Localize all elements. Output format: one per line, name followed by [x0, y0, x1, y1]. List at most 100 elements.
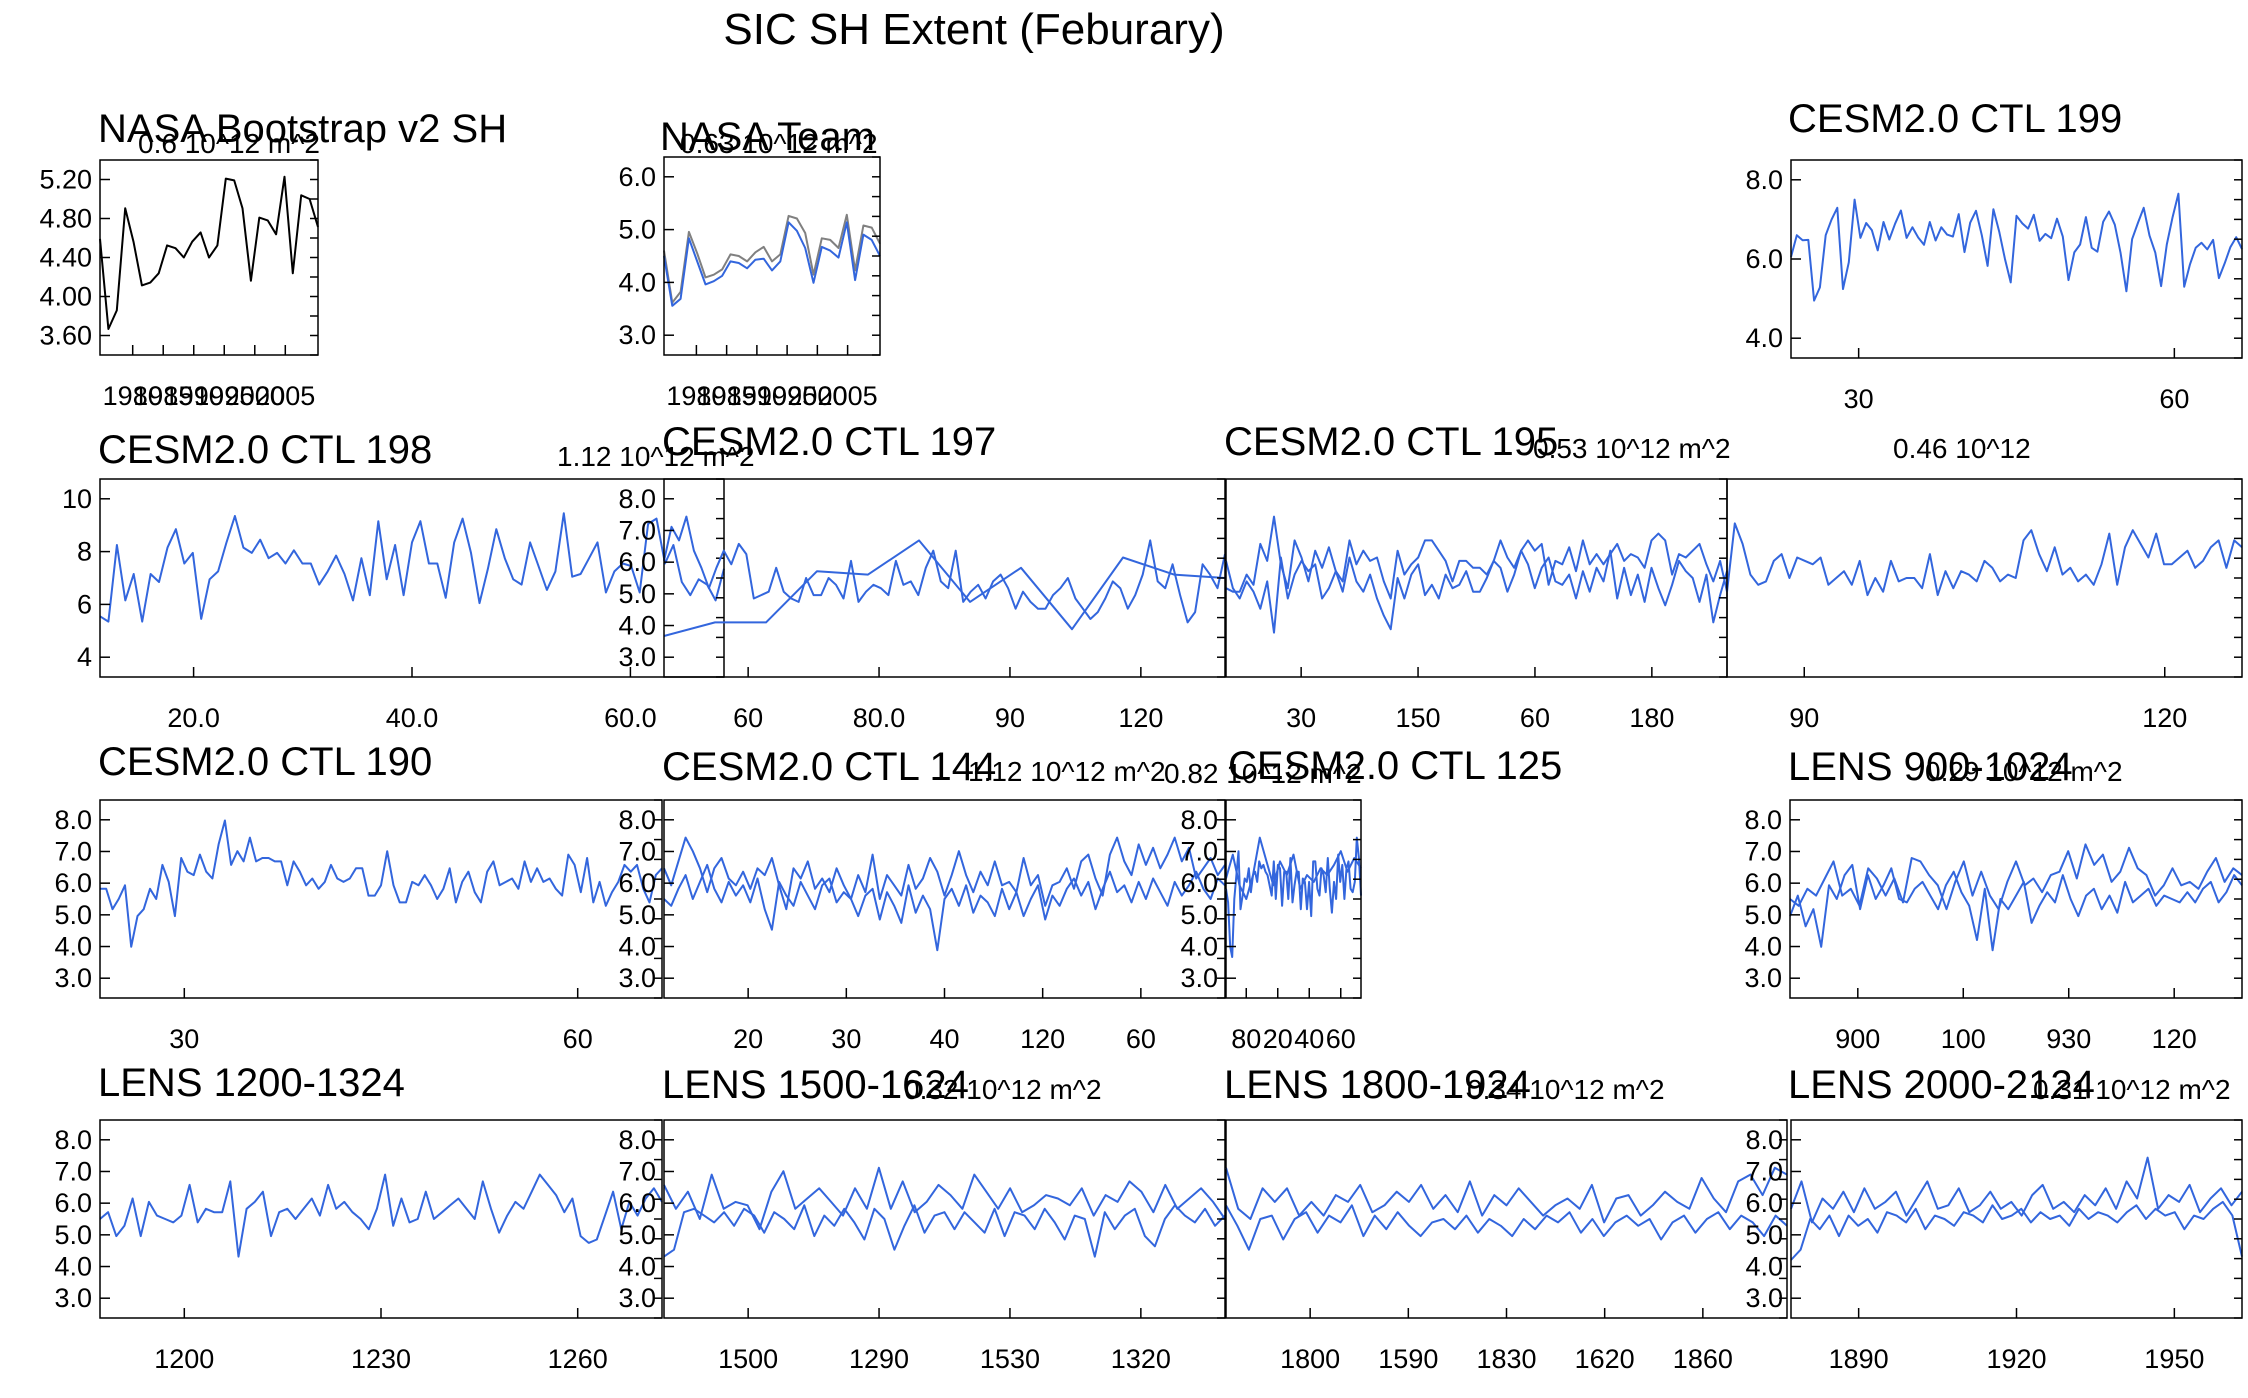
panel-10-units: 0.82 10^12 m^2 [1164, 758, 1362, 789]
panel-14-series-2 [1225, 1204, 1788, 1251]
panel-12-xtick-label: 1260 [548, 1344, 608, 1374]
panel-15-ytick-label: 6.0 [1745, 1188, 1783, 1218]
panel-4-units: 1.12 10^12 m^2 [557, 441, 755, 472]
panel-15-ytick-label: 8.0 [1745, 1125, 1783, 1155]
panel-15-xtick-label: 1920 [1986, 1344, 2046, 1374]
panel-11-ytick-label: 4.0 [1744, 932, 1782, 962]
panel-9-title: CESM2.0 CTL 144 [662, 745, 996, 789]
panel-9-ytick-label: 5.0 [618, 900, 656, 930]
panel-4-ytick-label: 10 [62, 484, 92, 514]
panel-1: 3.60 4.00 4.40 4.80 5.20 19801985199019952000… [39, 107, 507, 411]
panel-5-ytick-label: 4.0 [618, 611, 656, 641]
panel-1-ytick-label: 4.00 [39, 282, 92, 312]
panel-15-xtick-label: 1950 [2144, 1344, 2204, 1374]
panel-9-ytick-label: 4.0 [618, 932, 656, 962]
panel-13-xtick-label: 1320 [1111, 1344, 1171, 1374]
panel-9-ytick-label: 3.0 [618, 963, 656, 993]
panel-7-series-1 [1726, 522, 2243, 597]
panel-14-title: LENS 1800-1924 [1224, 1063, 1531, 1107]
panel-15-ytick-label: 5.0 [1745, 1220, 1783, 1250]
panel-11-xtick-label: 900 [1835, 1024, 1880, 1054]
panel-13-xtick-label: 1500 [718, 1344, 778, 1374]
panel-7-frame [1726, 478, 2243, 678]
panel-10-xtick-label: 40 [1294, 1024, 1324, 1054]
panel-15-series-1 [1790, 1156, 2243, 1224]
panel-15-ytick-label: 3.0 [1745, 1283, 1783, 1313]
panel-12-xtick-label: 1200 [154, 1344, 214, 1374]
panel-12-title: LENS 1200-1324 [98, 1061, 405, 1105]
panel-8-xtick-label: 30 [169, 1024, 199, 1054]
panel-1-ytick-label: 5.20 [39, 165, 92, 195]
panel-4-xtick-label: 20.0 [167, 703, 220, 733]
panel-5-ytick-label: 7.0 [618, 515, 656, 545]
panel-8-frame [99, 799, 663, 999]
panel-2-series-2 [663, 221, 881, 307]
panel-13-ytick-label: 8.0 [618, 1125, 656, 1155]
panel-15-title: LENS 2000-2124 [1788, 1063, 2095, 1107]
panel-8-ytick-label: 8.0 [54, 805, 92, 835]
panel-5-series-1 [663, 539, 1226, 637]
panel-14-xtick-label: 1830 [1476, 1344, 1536, 1374]
panel-6-series-1 [1225, 515, 1728, 600]
panel-11-xtick-label: 120 [2152, 1024, 2197, 1054]
panel-11-xtick-label: 930 [2046, 1024, 2091, 1054]
panel-13-units: 0.32 10^12 m^2 [904, 1074, 1102, 1105]
panel-4-xtick-label: 40.0 [386, 703, 439, 733]
panel-9-xtick-label: 30 [831, 1024, 861, 1054]
panel-11-ytick-label: 5.0 [1744, 900, 1782, 930]
panel-12-series-1 [99, 1173, 663, 1258]
panel-7-xtick-label: 90 [1789, 703, 1819, 733]
panel-2-frame [663, 156, 881, 356]
panel-13-series-2 [663, 1204, 1226, 1258]
panel-9-units: 1.12 10^12 m^2 [968, 756, 1166, 787]
panel-4-series-1 [99, 512, 725, 623]
panel-13-xtick-label: 1530 [980, 1344, 1040, 1374]
panel-12-ytick-label: 8.0 [54, 1125, 92, 1155]
panel-2-title: NASA Team [660, 115, 875, 159]
panel-5-xtick-label: 60 [733, 703, 763, 733]
panel-2-xtick-label: 1980 [666, 381, 726, 411]
panel-8-ytick-label: 6.0 [54, 868, 92, 898]
panel-1-series-1 [99, 175, 319, 330]
panel-10-ytick-label: 3.0 [1180, 963, 1218, 993]
panel-2-xtick-label: 2005 [818, 381, 878, 411]
panel-2-xtick-label: 1985 [697, 381, 757, 411]
panel-8-ytick-label: 3.0 [54, 963, 92, 993]
panel-7-units: 0.46 10^12 [1893, 433, 2031, 464]
panel-11-series-2 [1789, 863, 2243, 952]
panel-6-series-2 [1225, 549, 1728, 634]
panel-1-xtick-label: 2000 [225, 381, 285, 411]
panel-5-title: CESM2.0 CTL 197 [662, 420, 996, 464]
panel-3: 4.0 6.0 8.0 30 60 CESM2.0 CTL 199 [1745, 97, 2243, 414]
panel-9-xtick-label: 40 [929, 1024, 959, 1054]
panel-12-ytick-label: 4.0 [54, 1252, 92, 1282]
panel-14-units: 0.34 10^12 m^2 [1467, 1074, 1665, 1105]
panel-15: 3.04.05.06.07.08.0 1890 1920 1950 LENS 2000-… [1745, 1063, 2243, 1374]
panel-8-xtick-label: 60 [563, 1024, 593, 1054]
panel-6-xtick-label: 60 [1520, 703, 1550, 733]
panel-3-ytick-label: 6.0 [1745, 244, 1783, 274]
panel-13-ytick-label: 3.0 [618, 1283, 656, 1313]
panel-5-ytick-label: 8.0 [618, 484, 656, 514]
panel-5-xtick-label: 120 [1118, 703, 1163, 733]
panel-6-title: CESM2.0 CTL 195 [1224, 420, 1558, 464]
panel-8-ytick-label: 5.0 [54, 900, 92, 930]
panel-2-ytick-label: 4.0 [618, 267, 656, 297]
panel-15-frame [1790, 1119, 2243, 1319]
panel-15-xtick-label: 1890 [1829, 1344, 1889, 1374]
panel-2-xtick-label: 1990 [727, 381, 787, 411]
panel-9-xtick-label: 120 [1020, 1024, 1065, 1054]
panel-5-ytick-label: 3.0 [618, 642, 656, 672]
panel-2-xtick-label: 1995 [757, 381, 817, 411]
panel-1-title: NASA Bootstrap v2 SH [98, 107, 507, 151]
panel-9-xtick-label: 20 [733, 1024, 763, 1054]
figure-title: SIC SH Extent (Feburary) [723, 5, 1224, 54]
panel-9-series-1 [663, 836, 1226, 911]
panels: 3.604.004.404.805.2019801985199019952000… [39, 97, 2243, 1374]
panel-3-xtick-label: 30 [1844, 384, 1874, 414]
